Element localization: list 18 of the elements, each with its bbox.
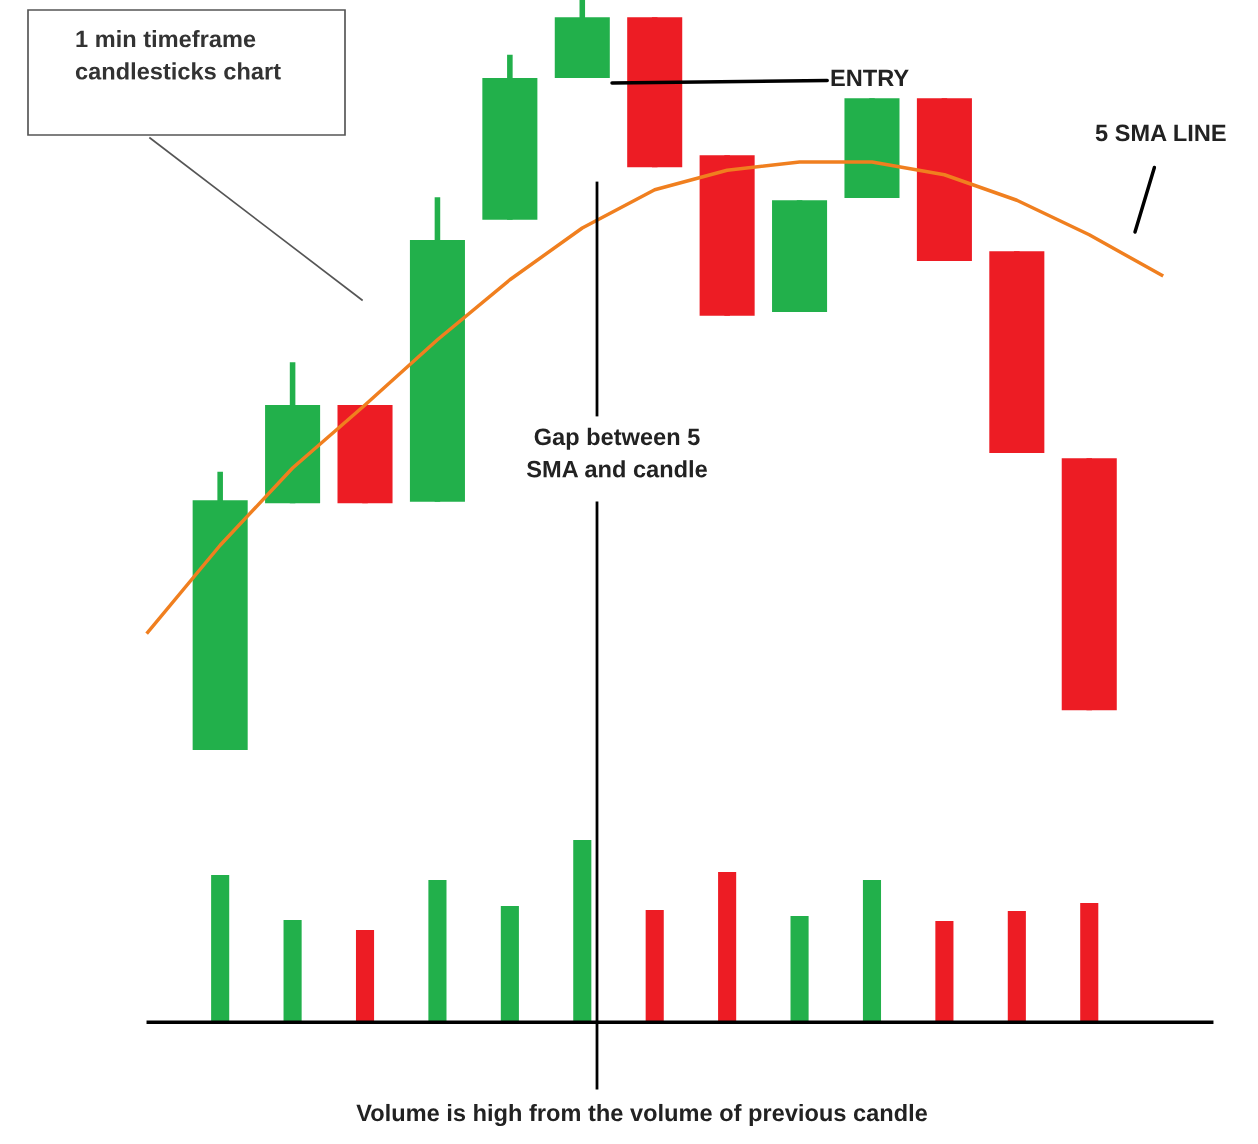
annotation: ENTRY (831, 69, 909, 87)
bar (935, 920, 954, 1024)
bar (428, 879, 447, 1024)
bar (718, 872, 737, 1024)
bar (573, 840, 592, 1024)
bar (283, 920, 302, 1024)
bar (1080, 902, 1099, 1024)
bar (790, 915, 809, 1024)
bar (355, 929, 375, 1024)
bar (500, 906, 519, 1024)
bar (645, 909, 664, 1024)
text: Volume is high from the volume of previous candle (356, 1103, 927, 1127)
annotation: Gap between 5 SMA and candle (526, 427, 707, 478)
annotation: 5 SMA LINE (1095, 124, 1226, 142)
annotation: 1 min timeframe candlesticks chart (75, 30, 281, 80)
bar (211, 874, 230, 1024)
bar (862, 879, 882, 1024)
bar (1007, 911, 1026, 1024)
